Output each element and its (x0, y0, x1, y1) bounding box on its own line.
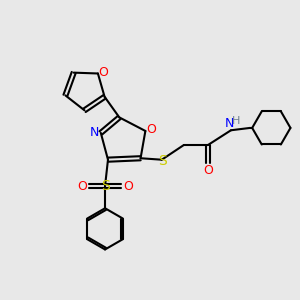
Text: N: N (225, 117, 234, 130)
Text: H: H (232, 116, 241, 126)
Text: O: O (77, 180, 87, 193)
Text: O: O (98, 66, 108, 80)
Text: S: S (159, 154, 167, 168)
Text: S: S (101, 179, 110, 193)
Text: O: O (146, 123, 156, 136)
Text: N: N (90, 126, 99, 140)
Text: O: O (203, 164, 213, 176)
Text: O: O (123, 180, 133, 193)
